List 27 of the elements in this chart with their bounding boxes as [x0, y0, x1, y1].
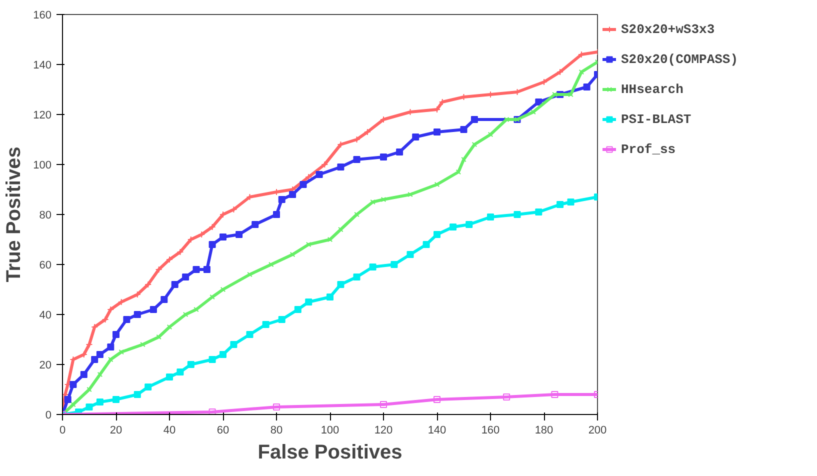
y-tick-label: 80: [39, 210, 52, 222]
y-tick-label: 0: [45, 410, 52, 422]
x-tick-label: 200: [588, 424, 607, 436]
legend-label: Prof_ss: [621, 142, 676, 156]
legend-label: S20x20+wS3x3: [621, 22, 715, 36]
y-tick-label: 120: [33, 110, 52, 122]
y-tick-label: 100: [33, 160, 52, 172]
x-tick-label: 140: [428, 424, 446, 436]
y-tick-label: 140: [33, 60, 52, 72]
legend-label: S20x20(COMPASS): [621, 52, 738, 66]
x-tick-label: 120: [374, 424, 393, 436]
y-axis-title: True Positives: [3, 146, 26, 282]
y-tick-label: 60: [39, 260, 52, 272]
x-tick-label: 100: [320, 424, 340, 436]
x-axis-title: False Positives: [258, 442, 402, 464]
x-tick-label: 160: [481, 424, 500, 436]
y-tick-label: 20: [39, 360, 52, 372]
x-tick-label: 0: [59, 424, 66, 436]
x-tick-label: 20: [110, 424, 122, 436]
y-tick-label: 40: [39, 310, 52, 322]
x-tick-label: 40: [163, 424, 176, 436]
x-tick-label: 80: [270, 424, 283, 436]
y-tick-label: 160: [33, 10, 52, 22]
legend-label: PSI-BLAST: [621, 112, 692, 126]
legend-label: HHsearch: [621, 82, 684, 96]
x-tick-label: 60: [216, 424, 230, 436]
x-tick-label: 180: [534, 424, 554, 436]
